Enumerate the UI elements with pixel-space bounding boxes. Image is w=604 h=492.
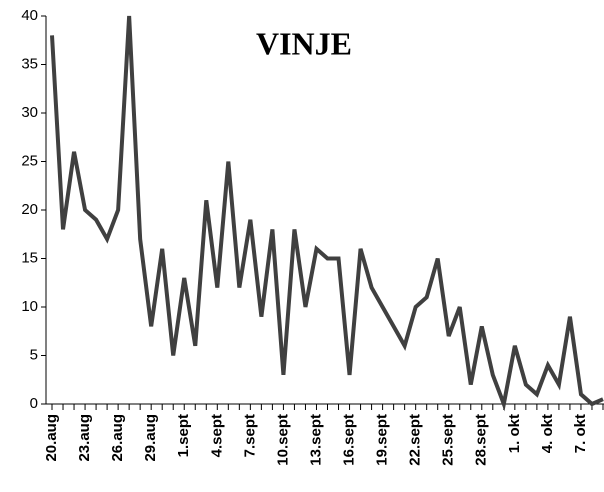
x-tick-label: 19.sept <box>374 414 391 466</box>
chart-title: VINJE <box>256 25 352 61</box>
y-tick-label: 30 <box>21 104 38 121</box>
x-tick-label: 25.sept <box>440 414 457 466</box>
x-tick-label: 26.aug <box>109 414 126 462</box>
y-tick-label: 5 <box>30 346 38 363</box>
y-tick-label: 15 <box>21 249 38 266</box>
data-line <box>50 15 604 412</box>
x-tick-label: 16.sept <box>341 414 358 466</box>
x-tick-label: 29.aug <box>142 414 159 462</box>
y-tick-label: 35 <box>21 55 38 72</box>
x-tick-label: 1.sept <box>175 414 192 457</box>
y-tick-label: 10 <box>21 298 38 315</box>
x-tick-label: 4.sept <box>208 414 225 457</box>
y-tick-label: 40 <box>21 7 38 24</box>
x-tick-label: 20.aug <box>43 414 60 462</box>
x-tick-label: 22.sept <box>407 414 424 466</box>
x-tick-label: 4. okt <box>539 414 556 453</box>
x-tick-label: 1. okt <box>506 414 523 453</box>
x-tick-label: 7. okt <box>572 414 589 453</box>
y-tick-label: 20 <box>21 201 38 218</box>
x-tick-label: 7.sept <box>241 414 258 457</box>
x-tick-label: 23.aug <box>76 414 93 462</box>
y-tick-label: 25 <box>21 152 38 169</box>
y-tick-label: 0 <box>30 395 38 412</box>
x-tick-label: 13.sept <box>307 414 324 466</box>
x-tick-label: 10.sept <box>274 414 291 466</box>
x-tick-label: 28.sept <box>473 414 490 466</box>
